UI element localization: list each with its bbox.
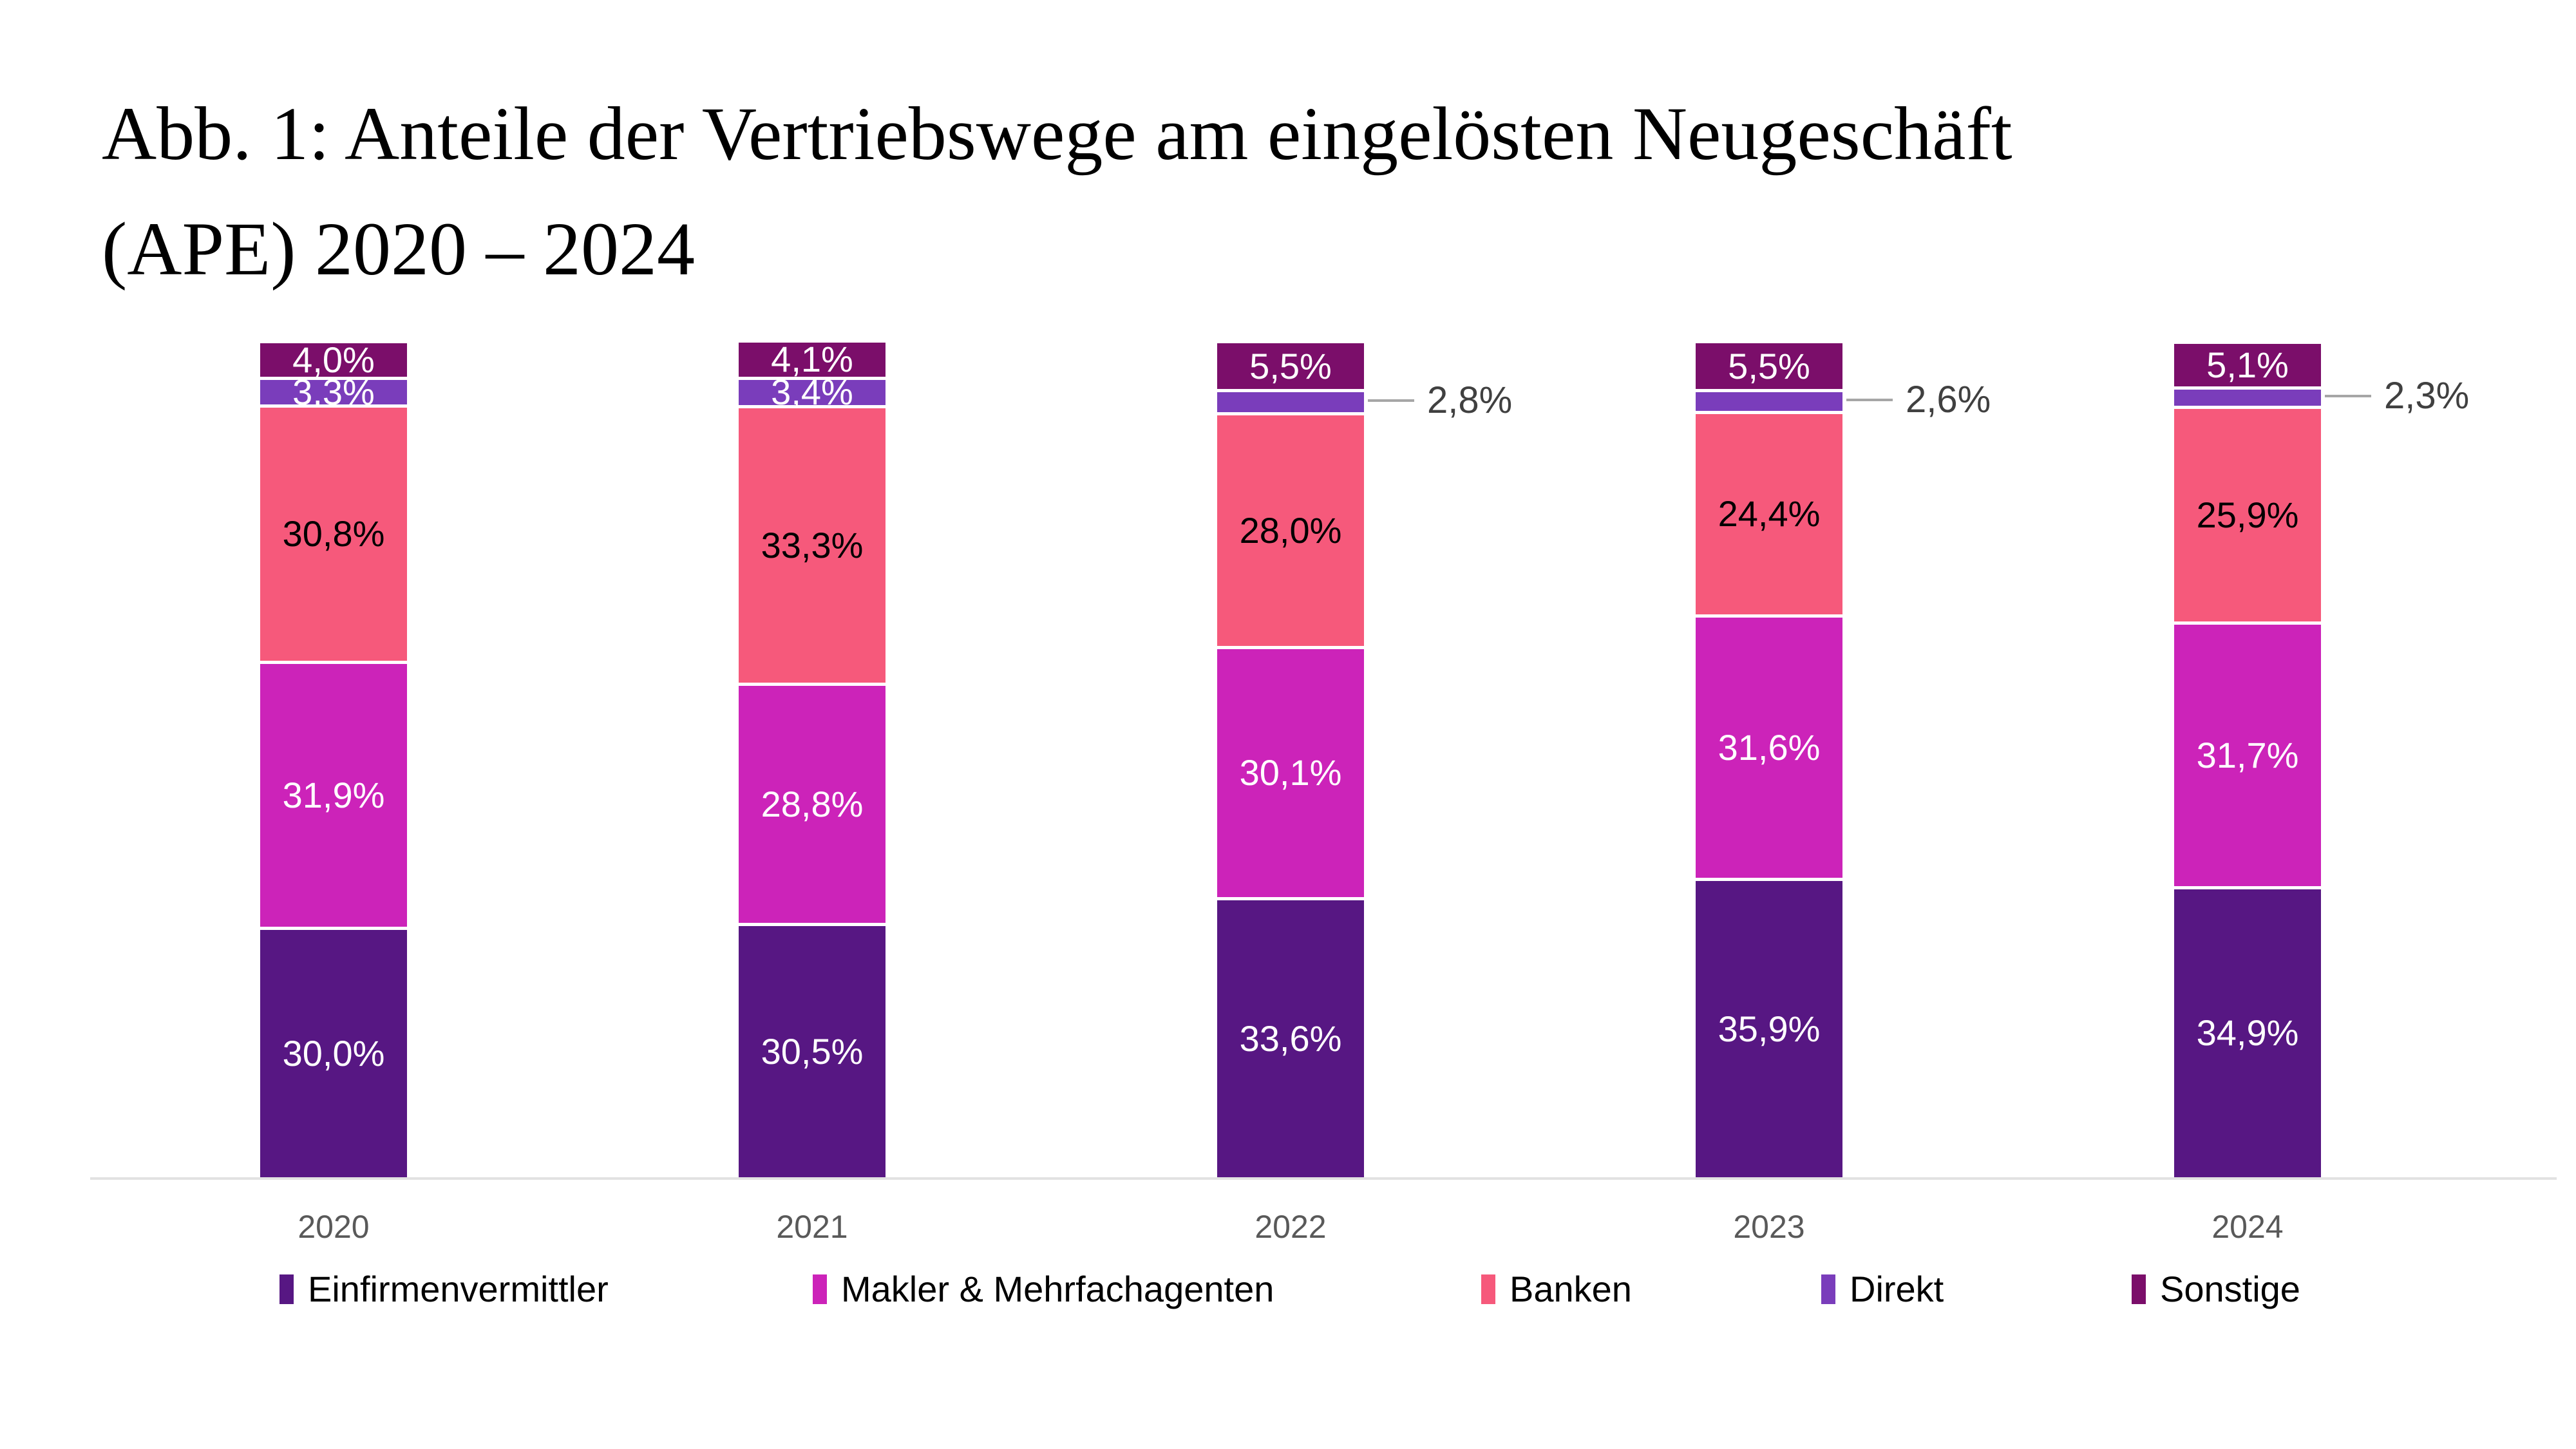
segment-banken-2024: 25,9%: [2174, 406, 2321, 622]
segment-sonstige-2023: 5,5%: [1696, 343, 1842, 390]
segment-value-label: 30,0%: [282, 1033, 385, 1074]
legend-label: Direkt: [1850, 1269, 1944, 1309]
segment-value-label: 25,9%: [2196, 495, 2299, 536]
segment-value-label: 28,0%: [1239, 510, 1342, 551]
chart-title-line2: (APE) 2020 – 2024: [102, 207, 696, 292]
callout-value-label: 2,3%: [2384, 375, 2470, 417]
segment-value-label: 33,3%: [761, 524, 864, 565]
segment-value-label: 24,4%: [1718, 493, 1821, 535]
bar-2021: 4,1% 3,4% 33,3% 28,8% 30,5%: [739, 339, 886, 1177]
legend-item-einfirmenvermittler: Einfirmenvermittler: [279, 1270, 609, 1309]
legend-swatch-icon: [813, 1274, 827, 1304]
segment-direkt-2023: [1696, 389, 1842, 411]
segment-value-label: 28,8%: [761, 784, 864, 825]
callout-direkt-2024: 2,3%: [2325, 377, 2469, 415]
segment-value-label: 4,1%: [771, 339, 853, 380]
segment-banken-2023: 24,4%: [1696, 410, 1842, 614]
x-axis-label-2023: 2023: [1733, 1209, 1805, 1245]
bar-2023: 5,5% 24,4% 31,6% 35,9%: [1696, 343, 1842, 1177]
segment-makler-mehrfachagenten-2022: 30,1%: [1217, 646, 1364, 897]
legend-item-banken: Banken: [1481, 1270, 1632, 1309]
segment-einfirmenvermittler-2024: 34,9%: [2174, 886, 2321, 1177]
segment-makler-mehrfachagenten-2020: 31,9%: [260, 661, 407, 927]
segment-direkt-2020: 3,3%: [260, 374, 407, 410]
segment-einfirmenvermittler-2022: 33,6%: [1217, 896, 1364, 1177]
segment-value-label: 3,3%: [292, 371, 375, 412]
segment-direkt-2022: [1217, 389, 1364, 413]
x-axis-label-2020: 2020: [298, 1209, 370, 1245]
bar-2020: 4,0% 3,3% 30,8% 31,9% 30,0%: [260, 339, 407, 1177]
chart-title-line1: Abb. 1: Anteile der Vertriebswege am ein…: [102, 91, 2012, 176]
legend-label: Einfirmenvermittler: [308, 1269, 609, 1309]
segment-value-label: 31,7%: [2196, 735, 2299, 776]
x-axis-line: [90, 1177, 2557, 1180]
callout-value-label: 2,8%: [1427, 379, 1513, 422]
legend-label: Makler & Mehrfachagenten: [841, 1269, 1274, 1309]
bar-2024: 5,1% 25,9% 31,7% 34,9%: [2174, 344, 2321, 1177]
legend-item-makler-mehrfachagenten: Makler & Mehrfachagenten: [813, 1270, 1274, 1309]
legend-item-direkt: Direkt: [1821, 1270, 1944, 1309]
legend-label: Sonstige: [2160, 1269, 2300, 1309]
segment-value-label: 33,6%: [1239, 1018, 1342, 1059]
legend-swatch-icon: [1821, 1274, 1835, 1304]
segment-banken-2020: 30,8%: [260, 404, 407, 661]
segment-sonstige-2020: 4,0%: [260, 339, 407, 380]
segment-value-label: 34,9%: [2196, 1012, 2299, 1054]
segment-value-label: 30,1%: [1239, 752, 1342, 793]
segment-banken-2021: 33,3%: [739, 404, 886, 683]
legend-swatch-icon: [279, 1274, 294, 1304]
segment-value-label: 35,9%: [1718, 1009, 1821, 1049]
x-axis-label-2024: 2024: [2211, 1209, 2284, 1245]
chart-title: Abb. 1: Anteile der Vertriebswege am ein…: [102, 76, 2420, 307]
segment-makler-mehrfachagenten-2023: 31,6%: [1696, 614, 1842, 878]
segment-einfirmenvermittler-2023: 35,9%: [1696, 878, 1842, 1177]
segment-value-label: 5,5%: [1249, 345, 1332, 386]
segment-value-label: 30,5%: [761, 1030, 864, 1072]
segment-sonstige-2022: 5,5%: [1217, 343, 1364, 390]
segment-direkt-2024: [2174, 386, 2321, 406]
legend-item-sonstige: Sonstige: [2132, 1270, 2300, 1309]
segment-value-label: 31,9%: [282, 775, 385, 816]
legend-label: Banken: [1510, 1269, 1632, 1309]
segment-makler-mehrfachagenten-2021: 28,8%: [739, 683, 886, 923]
bar-2022: 5,5% 28,0% 30,1% 33,6%: [1217, 343, 1364, 1177]
callout-value-label: 2,6%: [1906, 379, 1991, 421]
segment-value-label: 30,8%: [282, 513, 385, 554]
segment-sonstige-2024: 5,1%: [2174, 344, 2321, 387]
segment-value-label: 31,6%: [1718, 726, 1821, 768]
callout-direkt-2022: 2,8%: [1368, 382, 1512, 419]
legend-swatch-icon: [1481, 1274, 1495, 1304]
segment-sonstige-2021: 4,1%: [739, 339, 886, 380]
segment-makler-mehrfachagenten-2024: 31,7%: [2174, 621, 2321, 886]
x-axis-label-2021: 2021: [776, 1209, 848, 1245]
callout-leader-line: [2325, 395, 2371, 398]
segment-value-label: 5,5%: [1728, 345, 1810, 386]
segment-banken-2022: 28,0%: [1217, 412, 1364, 647]
legend-swatch-icon: [2132, 1274, 2146, 1304]
segment-value-label: 4,0%: [292, 339, 375, 380]
callout-direkt-2023: 2,6%: [1846, 381, 1991, 419]
segment-value-label: 5,1%: [2206, 345, 2289, 386]
segment-einfirmenvermittler-2020: 30,0%: [260, 927, 407, 1177]
segment-value-label: 3,4%: [771, 372, 853, 413]
callout-leader-line: [1368, 399, 1414, 402]
x-axis-label-2022: 2022: [1255, 1209, 1327, 1245]
callout-leader-line: [1846, 399, 1893, 402]
segment-einfirmenvermittler-2021: 30,5%: [739, 923, 886, 1177]
segment-direkt-2021: 3,4%: [739, 374, 886, 410]
